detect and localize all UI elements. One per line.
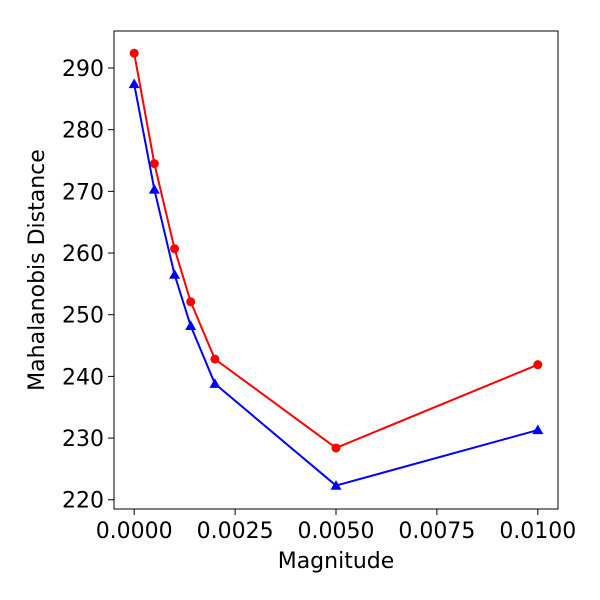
y-tick-label: 290: [62, 57, 104, 82]
series-1-point: [186, 297, 196, 307]
x-tick-label: 0.0025: [197, 519, 274, 544]
x-axis-ticks: 0.0000 0.0025 0.0050 0.0075 0.0100: [96, 509, 576, 544]
y-tick-label: 250: [62, 304, 104, 329]
series-2-point: [148, 184, 160, 194]
series-1-point: [129, 48, 139, 58]
y-tick-label: 240: [62, 365, 104, 390]
y-tick-label: 270: [62, 180, 104, 205]
y-tick-label: 220: [62, 489, 104, 514]
x-axis-label: Magnitude: [278, 549, 395, 574]
plot-layer: [128, 48, 544, 490]
x-tick-label: 0.0075: [398, 519, 475, 544]
series-1-point: [331, 443, 341, 453]
series-2-point: [185, 320, 197, 330]
series-2-point: [128, 78, 140, 89]
series-2-point: [330, 480, 342, 490]
series-1-point: [533, 360, 543, 370]
series-1-point: [210, 354, 220, 364]
y-axis-ticks: 220 230 240 250 260 270 280 290: [62, 57, 114, 514]
series-2-point: [169, 269, 181, 279]
x-tick-label: 0.0050: [298, 519, 375, 544]
y-tick-label: 230: [62, 427, 104, 452]
series-1-point: [149, 159, 159, 169]
x-tick-label: 0.0100: [499, 519, 576, 544]
y-axis-label: Mahalanobis Distance: [25, 149, 50, 391]
series-2-point: [209, 378, 221, 388]
x-tick-label: 0.0000: [96, 519, 173, 544]
series-1-point: [170, 244, 180, 254]
y-tick-label: 260: [62, 242, 104, 267]
series-2-point: [532, 424, 544, 435]
y-tick-label: 280: [62, 119, 104, 144]
plot-frame: [113, 30, 559, 510]
